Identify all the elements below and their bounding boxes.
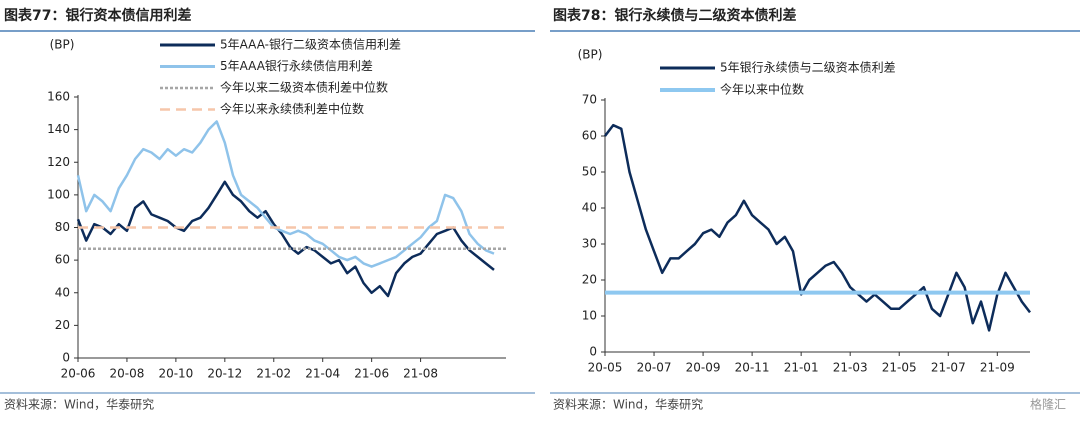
x-tick-label: 21-05 [882, 361, 917, 375]
y-tick-label: 40 [582, 201, 597, 215]
y-tick-label: 100 [47, 187, 70, 201]
unit-label: (BP) [578, 48, 603, 62]
y-tick-label: 0 [62, 351, 70, 365]
x-tick-label: 20-07 [637, 361, 672, 375]
legend-label: 5年银行永续债与二级资本债利差 [720, 61, 896, 75]
x-tick-label: 21-08 [403, 367, 438, 381]
legend-label: 今年以来永续债利差中位数 [220, 101, 364, 116]
y-tick-label: 40 [55, 285, 70, 299]
y-tick-label: 20 [582, 273, 597, 287]
x-tick-label: 20-10 [158, 367, 193, 381]
source: 资料来源：Wind，华泰研究 [553, 397, 703, 412]
y-tick-label: 30 [582, 237, 597, 251]
y-tick-label: 140 [47, 122, 70, 136]
y-tick-label: 60 [582, 129, 597, 143]
legend-label: 今年以来中位数 [720, 82, 804, 97]
x-tick-label: 21-07 [931, 361, 966, 375]
y-tick-label: 160 [47, 90, 70, 104]
watermark: 格隆汇 [1030, 397, 1066, 412]
x-tick-label: 20-08 [110, 367, 145, 381]
x-tick-label: 21-06 [354, 367, 389, 381]
x-tick-label: 21-01 [784, 361, 819, 375]
x-tick-label: 20-12 [207, 367, 242, 381]
x-tick-label: 20-05 [588, 361, 623, 375]
y-tick-label: 70 [582, 93, 597, 107]
series-line [604, 123, 1031, 332]
y-tick-label: 120 [47, 155, 70, 169]
source: 资料来源：Wind，华泰研究 [4, 397, 154, 412]
y-tick-label: 0 [589, 345, 597, 359]
y-tick-label: 80 [55, 220, 70, 234]
x-tick-label: 20-06 [61, 367, 96, 381]
chart-title: 图表78：银行永续债与二级资本债利差 [553, 7, 796, 24]
legend-label: 5年AAA银行永续债信用利差 [220, 59, 373, 73]
x-tick-label: 21-02 [256, 367, 291, 381]
x-tick-label: 21-04 [305, 367, 340, 381]
chart-title: 图表77：银行资本债信用利差 [4, 7, 191, 24]
y-tick-label: 60 [55, 253, 70, 267]
legend-label: 5年AAA-银行二级资本债信用利差 [220, 38, 401, 52]
x-tick-label: 21-09 [980, 361, 1015, 375]
series-line [76, 180, 495, 298]
series-line [76, 120, 495, 268]
unit-label: (BP) [50, 38, 75, 52]
y-tick-label: 10 [582, 309, 597, 323]
x-tick-label: 21-03 [833, 361, 868, 375]
y-tick-label: 20 [55, 318, 70, 332]
y-tick-label: 50 [582, 165, 597, 179]
x-tick-label: 20-11 [735, 361, 770, 375]
legend-label: 今年以来二级资本债利差中位数 [220, 80, 388, 95]
x-tick-label: 20-09 [686, 361, 721, 375]
